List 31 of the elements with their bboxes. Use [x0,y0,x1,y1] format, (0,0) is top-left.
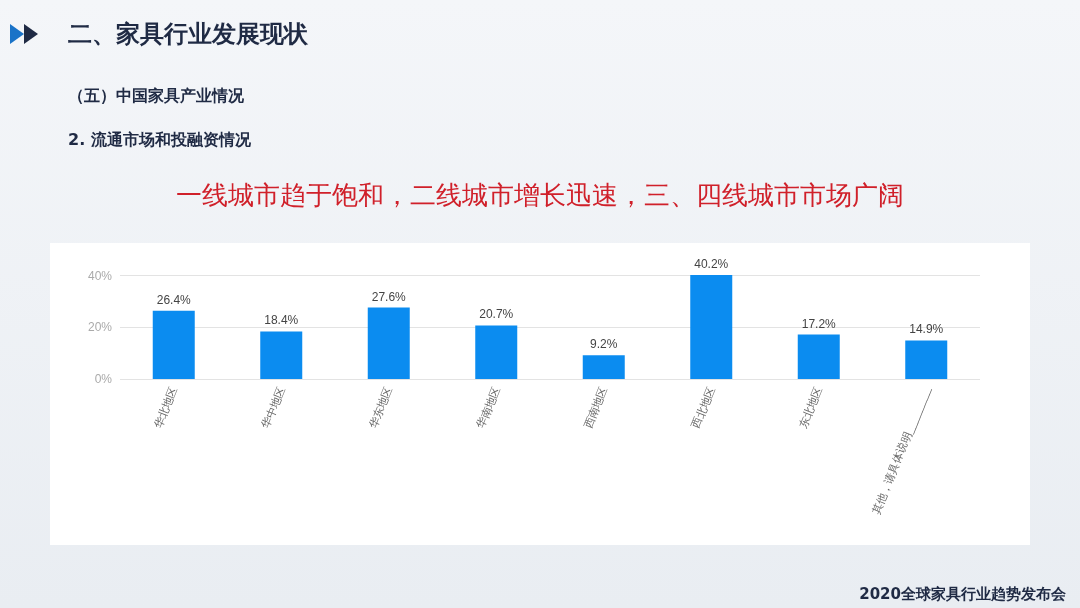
data-label: 40.2% [694,257,729,271]
x-tick-label: 东北地区 [796,384,825,431]
data-label: 18.4% [264,313,299,328]
text: 2020全球家具行业趋势发布会 [859,585,1066,604]
bar [905,340,948,379]
bar [690,275,733,379]
data-label: 14.9% [909,322,944,337]
x-tick-label: 西南地区 [581,384,610,431]
text: （五）中国家具产业情况 [68,86,244,107]
data-label: 27.6% [371,289,407,304]
data-label: 26.4% [156,292,192,307]
x-tick-label: 华中地区 [259,384,287,431]
bar [260,331,303,379]
y-tick-label: 0% [94,372,113,386]
text: 2. 流通市场和投融资情况 [68,130,251,151]
data-label: 9.2% [590,337,618,352]
y-tick-label: 20% [87,320,113,335]
data-label: 20.7% [479,307,514,322]
chart-title: 一线城市趋于饱和，二线城市增长迅速，三、四线城市市场广阔 [175,179,905,212]
x-tick-label: 华南地区 [474,384,502,431]
data-label: 17.2% [801,316,837,331]
bar [152,310,195,379]
x-tick-label: 西北地区 [689,384,717,431]
bar [582,355,625,379]
x-tick-label: 华东地区 [366,384,395,431]
bar [475,325,518,379]
x-tick-label: 华北地区 [151,384,180,431]
bar [367,307,410,379]
text: 二、家具行业发展现状 [68,19,308,50]
bar [797,334,840,379]
y-tick-label: 40% [87,268,113,283]
